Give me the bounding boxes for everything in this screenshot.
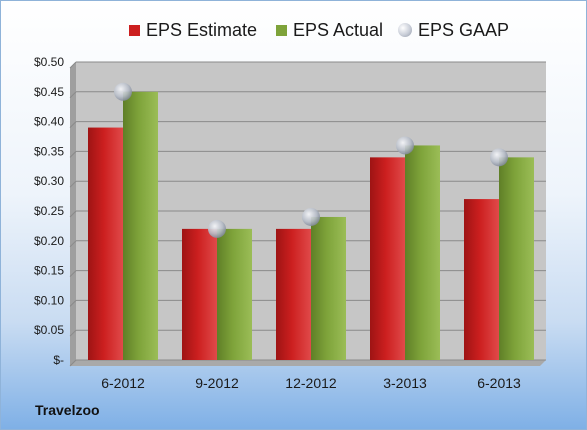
y-tick-label: $0.35	[34, 144, 64, 158]
legend-swatch-eps-gaap	[398, 23, 412, 37]
y-tick-label: $0.30	[34, 174, 64, 188]
bar-eps-estimate	[182, 228, 217, 360]
legend-item-eps-gaap: EPS GAAP	[398, 17, 509, 43]
legend-item-eps-actual: EPS Actual	[276, 17, 383, 43]
brand-label: Travelzoo	[35, 402, 100, 418]
gridline-depth	[69, 240, 77, 248]
gridline-depth	[69, 180, 77, 188]
gridline-depth	[69, 151, 77, 158]
legend-swatch-eps-actual	[276, 24, 287, 36]
y-tick-label: $0.05	[34, 323, 64, 337]
x-tick-label: 6-2012	[101, 375, 145, 391]
marker-eps-gaap	[302, 207, 320, 226]
x-tick-label: 12-2012	[285, 375, 337, 391]
y-tick-label: $0.20	[34, 234, 64, 248]
gridline-depth	[69, 210, 77, 218]
legend: EPS Estimate EPS Actual EPS GAAP	[1, 17, 586, 43]
legend-label-eps-estimate: EPS Estimate	[146, 19, 258, 40]
y-tick-label: $0.45	[34, 85, 64, 99]
gridline-depth	[69, 300, 77, 307]
gridline-depth	[69, 91, 77, 99]
marker-eps-gaap	[490, 148, 508, 167]
y-tick-label: $0.25	[34, 204, 64, 218]
marker-eps-gaap	[208, 219, 226, 238]
gridline-depth	[69, 121, 77, 128]
bar-eps-estimate	[276, 228, 311, 360]
marker-eps-gaap	[396, 136, 414, 155]
gridline-depth	[69, 61, 77, 69]
y-tick-label: $0.10	[34, 293, 64, 307]
x-tick-label: 6-2013	[477, 375, 521, 391]
bar-eps-estimate	[370, 157, 405, 360]
y-tick-label: $-	[53, 353, 64, 367]
bar-eps-estimate	[88, 127, 123, 360]
gridline-depth	[69, 359, 77, 367]
y-tick-label: $0.50	[34, 55, 64, 69]
y-tick-label: $0.40	[34, 115, 64, 129]
bar-eps-actual	[311, 216, 346, 360]
legend-swatch-eps-estimate	[129, 24, 140, 36]
bar-eps-estimate	[464, 199, 499, 360]
marker-eps-gaap	[114, 82, 132, 101]
legend-item-eps-estimate: EPS Estimate	[129, 17, 257, 43]
bar-eps-actual	[123, 91, 158, 361]
gridline-depth	[69, 329, 77, 337]
gridline-depth	[69, 270, 77, 277]
x-tick-label: 9-2012	[195, 375, 239, 391]
legend-label-eps-gaap: EPS GAAP	[418, 19, 510, 40]
x-tick-label: 3-2013	[383, 375, 427, 391]
y-tick-label: $0.15	[34, 264, 64, 278]
legend-label-eps-actual: EPS Actual	[293, 19, 384, 40]
bar-eps-actual	[499, 157, 534, 360]
plot-floor	[70, 360, 546, 366]
bar-eps-actual	[405, 145, 440, 360]
bar-eps-actual	[217, 228, 252, 360]
